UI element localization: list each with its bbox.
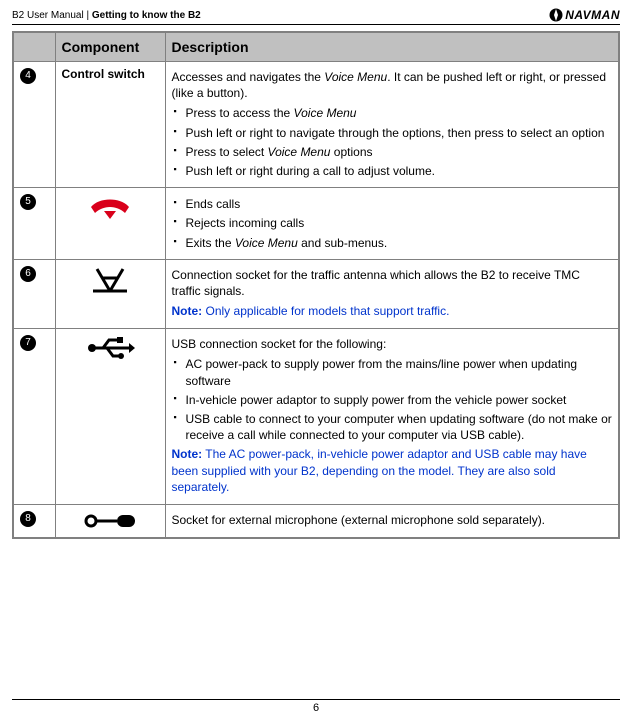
cell-component (55, 329, 165, 505)
usb-icon (85, 334, 135, 362)
row-number-badge: 6 (20, 266, 36, 282)
desc-note: Note: The AC power-pack, in-vehicle powe… (172, 446, 613, 495)
th-num (13, 32, 55, 62)
cell-num: 7 (13, 329, 55, 505)
desc-bullet: Push left or right during a call to adju… (172, 163, 613, 179)
brand-icon (549, 8, 563, 22)
cell-num: 5 (13, 188, 55, 260)
table-head-row: Component Description (13, 32, 619, 62)
cell-num: 4 (13, 62, 55, 188)
desc-bullets: AC power-pack to supply power from the m… (172, 356, 613, 443)
desc-bullet: Press to select Voice Menu options (172, 144, 613, 160)
row-number-badge: 4 (20, 68, 36, 84)
desc-bullets: Ends calls Rejects incoming calls Exits th… (172, 196, 613, 251)
cell-description: Connection socket for the traffic antenn… (165, 259, 619, 329)
cell-description: Ends calls Rejects incoming calls Exits th… (165, 188, 619, 260)
brand-logo: NAVMAN (549, 8, 620, 22)
desc-intro: Accesses and navigates the Voice Menu. I… (172, 69, 613, 101)
desc-bullet: USB cable to connect to your computer wh… (172, 411, 613, 443)
row-number-badge: 8 (20, 511, 36, 527)
components-table: Component Description 4 Control switch Acc… (12, 31, 620, 539)
page-footer: 6 (12, 699, 620, 714)
desc-bullet: Rejects incoming calls (172, 215, 613, 231)
header-prefix: B2 User Manual | (12, 10, 92, 21)
th-description: Description (165, 32, 619, 62)
cell-num: 8 (13, 504, 55, 538)
cell-component (55, 188, 165, 260)
table-row: 5 Ends calls Rejects incoming calls Exits t… (13, 188, 619, 260)
desc-intro: Connection socket for the traffic antenn… (172, 267, 613, 299)
desc-bullet: Press to access the Voice Menu (172, 105, 613, 121)
desc-note: Note: Only applicable for models that su… (172, 303, 613, 319)
cell-description: Socket for external microphone (external… (165, 504, 619, 538)
th-component: Component (55, 32, 165, 62)
page-number: 6 (313, 702, 319, 714)
hangup-icon (87, 193, 133, 221)
desc-intro: USB connection socket for the following: (172, 336, 613, 352)
component-label: Control switch (62, 67, 145, 81)
desc-intro: Socket for external microphone (external… (172, 512, 613, 528)
antenna-icon (87, 265, 133, 295)
cell-description: Accesses and navigates the Voice Menu. I… (165, 62, 619, 188)
table-row: 6 Connection socket for the traffic anten… (13, 259, 619, 329)
cell-component: Control switch (55, 62, 165, 188)
cell-num: 6 (13, 259, 55, 329)
header-section: Getting to know the B2 (92, 10, 201, 21)
cell-component (55, 504, 165, 538)
table-row: 4 Control switch Accesses and navigates th… (13, 62, 619, 188)
brand-text: NAVMAN (565, 8, 620, 22)
row-number-badge: 7 (20, 335, 36, 351)
page-header: B2 User Manual | Getting to know the B2 … (12, 8, 620, 25)
desc-bullet: Exits the Voice Menu and sub-menus. (172, 235, 613, 251)
table-row: 8 Socket for external microphone (externa… (13, 504, 619, 538)
table-row: 7 USB connection socket for the following… (13, 329, 619, 505)
mic-icon (83, 510, 137, 532)
desc-bullet: Push left or right to navigate through t… (172, 125, 613, 141)
header-left: B2 User Manual | Getting to know the B2 (12, 10, 201, 21)
desc-bullet: AC power-pack to supply power from the m… (172, 356, 613, 388)
desc-bullet: In-vehicle power adaptor to supply power… (172, 392, 613, 408)
table-body: 4 Control switch Accesses and navigates th… (13, 62, 619, 539)
row-number-badge: 5 (20, 194, 36, 210)
desc-bullet: Ends calls (172, 196, 613, 212)
cell-description: USB connection socket for the following:… (165, 329, 619, 505)
desc-bullets: Press to access the Voice Menu Push left … (172, 105, 613, 179)
cell-component (55, 259, 165, 329)
